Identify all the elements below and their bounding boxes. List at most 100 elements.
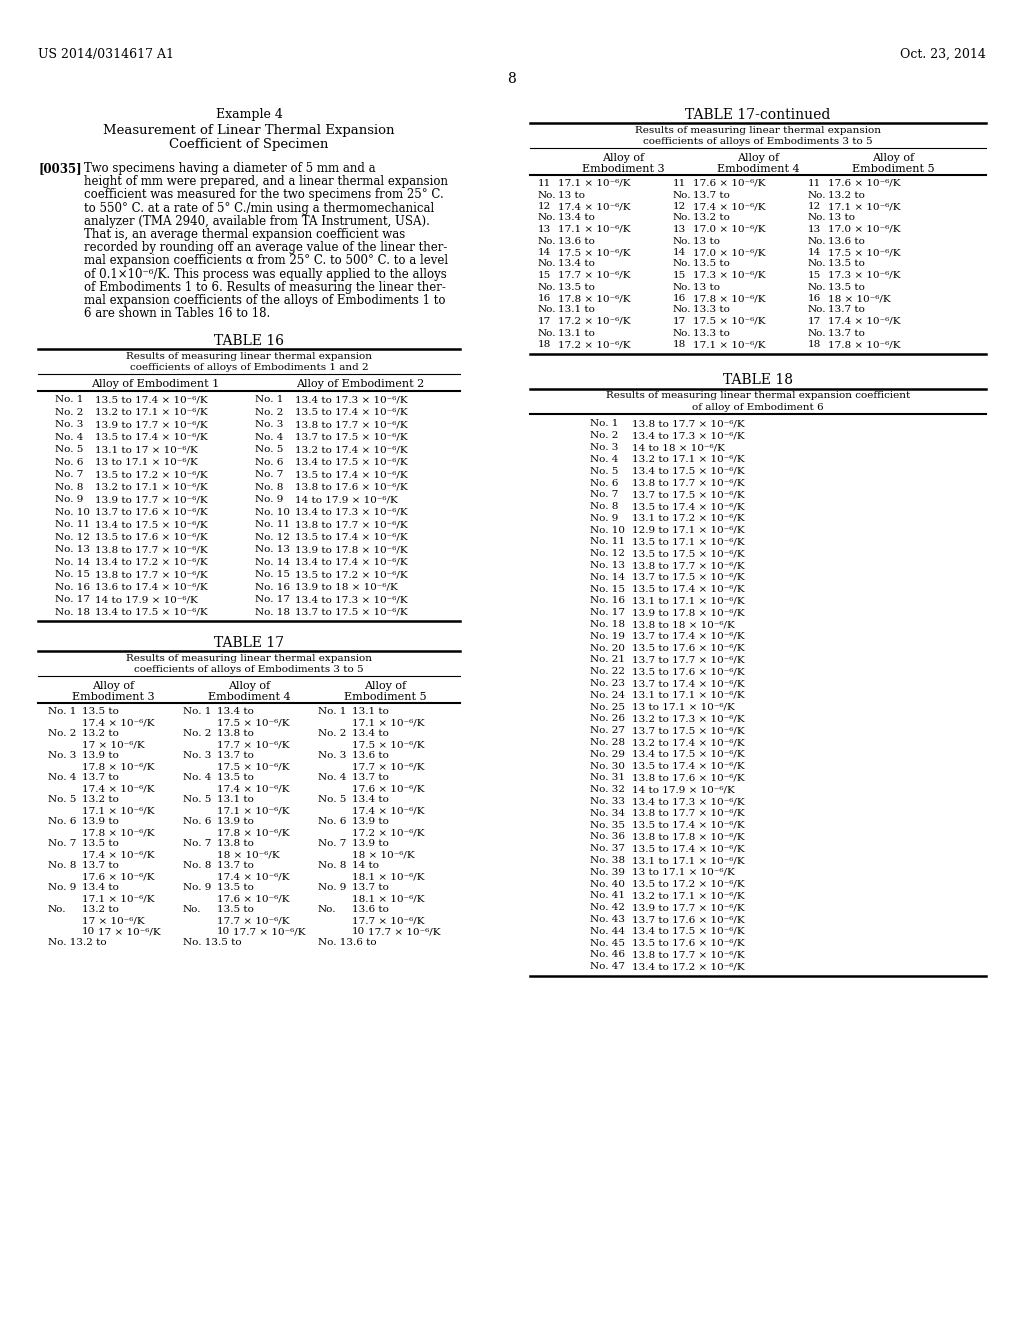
Text: 13.7 to: 13.7 to: [352, 774, 389, 783]
Text: 13.4 to: 13.4 to: [352, 796, 389, 804]
Text: No. 41: No. 41: [590, 891, 625, 900]
Text: 17.4 × 10⁻⁶/K: 17.4 × 10⁻⁶/K: [828, 317, 900, 326]
Text: 13.7 to 17.5 × 10⁻⁶/K: 13.7 to 17.5 × 10⁻⁶/K: [632, 573, 744, 582]
Text: 13.4 to 17.2 × 10⁻⁶/K: 13.4 to 17.2 × 10⁻⁶/K: [95, 558, 208, 566]
Text: 13.4 to: 13.4 to: [558, 214, 595, 223]
Text: coefficients of alloys of Embodiments 3 to 5: coefficients of alloys of Embodiments 3 …: [643, 137, 872, 147]
Text: 13.6 to: 13.6 to: [352, 751, 389, 760]
Text: 13.8 to 17.7 × 10⁻⁶/K: 13.8 to 17.7 × 10⁻⁶/K: [632, 561, 744, 570]
Text: No.: No.: [538, 190, 556, 199]
Text: 13.2 to 17.4 × 10⁻⁶/K: 13.2 to 17.4 × 10⁻⁶/K: [632, 738, 744, 747]
Text: 17.4 × 10⁻⁶/K: 17.4 × 10⁻⁶/K: [82, 850, 155, 859]
Text: No. 6: No. 6: [48, 817, 77, 826]
Text: 8: 8: [508, 73, 516, 86]
Text: 13.1 to 17.2 × 10⁻⁶/K: 13.1 to 17.2 × 10⁻⁶/K: [632, 513, 744, 523]
Text: No. 2: No. 2: [183, 730, 211, 738]
Text: coefficient was measured for the two specimens from 25° C.: coefficient was measured for the two spe…: [84, 189, 443, 202]
Text: 17.5 × 10⁻⁶/K: 17.5 × 10⁻⁶/K: [558, 248, 631, 257]
Text: 10: 10: [217, 928, 230, 936]
Text: 13.4 to 17.4 × 10⁻⁶/K: 13.4 to 17.4 × 10⁻⁶/K: [295, 558, 408, 566]
Text: 17.7 × 10⁻⁶/K: 17.7 × 10⁻⁶/K: [233, 928, 305, 936]
Text: 13.5 to 17.2 × 10⁻⁶/K: 13.5 to 17.2 × 10⁻⁶/K: [295, 570, 408, 579]
Text: recorded by rounding off an average value of the linear ther-: recorded by rounding off an average valu…: [84, 242, 447, 255]
Text: No. 5: No. 5: [55, 445, 83, 454]
Text: No. 8: No. 8: [255, 483, 284, 492]
Text: No. 13: No. 13: [255, 545, 290, 554]
Text: No. 3: No. 3: [318, 751, 346, 760]
Text: No. 8: No. 8: [183, 862, 211, 870]
Text: 6 are shown in Tables 16 to 18.: 6 are shown in Tables 16 to 18.: [84, 308, 270, 321]
Text: No. 18: No. 18: [55, 609, 90, 616]
Text: No.: No.: [538, 236, 556, 246]
Text: No. 27: No. 27: [590, 726, 625, 735]
Text: 13.8 to 17.7 × 10⁻⁶/K: 13.8 to 17.7 × 10⁻⁶/K: [295, 520, 408, 529]
Text: No. 8: No. 8: [48, 862, 77, 870]
Text: 13.3 to: 13.3 to: [693, 305, 730, 314]
Text: 17.8 × 10⁻⁶/K: 17.8 × 10⁻⁶/K: [558, 294, 631, 304]
Text: No. 21: No. 21: [590, 656, 625, 664]
Text: 17.7 × 10⁻⁶/K: 17.7 × 10⁻⁶/K: [352, 763, 425, 771]
Text: 13.5 to: 13.5 to: [828, 282, 865, 292]
Text: 13.5 to 17.6 × 10⁻⁶/K: 13.5 to 17.6 × 10⁻⁶/K: [95, 533, 208, 543]
Text: 17.8 × 10⁻⁶/K: 17.8 × 10⁻⁶/K: [82, 763, 155, 771]
Text: 13.7 to: 13.7 to: [828, 329, 865, 338]
Text: 13.2 to 17.4 × 10⁻⁶/K: 13.2 to 17.4 × 10⁻⁶/K: [295, 445, 408, 454]
Text: No. 16: No. 16: [590, 597, 625, 606]
Text: 17.0 × 10⁻⁶/K: 17.0 × 10⁻⁶/K: [693, 248, 766, 257]
Text: No. 3: No. 3: [48, 751, 77, 760]
Text: 17.5 × 10⁻⁶/K: 17.5 × 10⁻⁶/K: [693, 317, 766, 326]
Text: 13.4 to: 13.4 to: [82, 883, 119, 892]
Text: No. 18: No. 18: [590, 620, 625, 630]
Text: No. 4: No. 4: [318, 774, 346, 783]
Text: 13.4 to: 13.4 to: [558, 260, 595, 268]
Text: 13.4 to 17.5 × 10⁻⁶/K: 13.4 to 17.5 × 10⁻⁶/K: [632, 467, 744, 475]
Text: No. 7: No. 7: [590, 490, 618, 499]
Text: 13 to: 13 to: [693, 282, 720, 292]
Text: 13.8 to: 13.8 to: [217, 730, 254, 738]
Text: No. 3: No. 3: [55, 420, 83, 429]
Text: Results of measuring linear thermal expansion: Results of measuring linear thermal expa…: [126, 352, 372, 362]
Text: No. 8: No. 8: [55, 483, 83, 492]
Text: No. 4: No. 4: [183, 774, 211, 783]
Text: 17.2 × 10⁻⁶/K: 17.2 × 10⁻⁶/K: [352, 829, 425, 837]
Text: No. 5: No. 5: [255, 445, 284, 454]
Text: No.: No.: [318, 906, 337, 915]
Text: No.: No.: [673, 214, 691, 223]
Text: Coefficient of Specimen: Coefficient of Specimen: [169, 139, 329, 150]
Text: of 0.1×10⁻⁶/K. This process was equally applied to the alloys: of 0.1×10⁻⁶/K. This process was equally …: [84, 268, 446, 281]
Text: No. 1: No. 1: [318, 708, 346, 717]
Text: 11: 11: [673, 180, 686, 187]
Text: Embodiment 5: Embodiment 5: [344, 693, 426, 702]
Text: Embodiment 3: Embodiment 3: [582, 164, 665, 174]
Text: 17.8 × 10⁻⁶/K: 17.8 × 10⁻⁶/K: [217, 829, 290, 837]
Text: No. 11: No. 11: [255, 520, 290, 529]
Text: No. 23: No. 23: [590, 678, 625, 688]
Text: 13.6 to 17.4 × 10⁻⁶/K: 13.6 to 17.4 × 10⁻⁶/K: [95, 583, 208, 591]
Text: Alloy of Embodiment 1: Alloy of Embodiment 1: [91, 379, 219, 389]
Text: 13.5 to 17.4 × 10⁻⁶/K: 13.5 to 17.4 × 10⁻⁶/K: [632, 845, 744, 853]
Text: 14: 14: [673, 248, 686, 257]
Text: No. 4: No. 4: [590, 455, 618, 463]
Text: No. 16: No. 16: [55, 583, 90, 591]
Text: 10: 10: [352, 928, 366, 936]
Text: 13.9 to 17.7 × 10⁻⁶/K: 13.9 to 17.7 × 10⁻⁶/K: [95, 420, 208, 429]
Text: 13 to: 13 to: [558, 190, 585, 199]
Text: 13.2 to: 13.2 to: [693, 214, 730, 223]
Text: 13.4 to: 13.4 to: [352, 730, 389, 738]
Text: 13.5 to 17.2 × 10⁻⁶/K: 13.5 to 17.2 × 10⁻⁶/K: [95, 470, 208, 479]
Text: 13.9 to 18 × 10⁻⁶/K: 13.9 to 18 × 10⁻⁶/K: [295, 583, 397, 591]
Text: No. 15: No. 15: [55, 570, 90, 579]
Text: 13.5 to: 13.5 to: [82, 840, 119, 849]
Text: 17.1 × 10⁻⁶/K: 17.1 × 10⁻⁶/K: [828, 202, 900, 211]
Text: 13.8 to 17.8 × 10⁻⁶/K: 13.8 to 17.8 × 10⁻⁶/K: [632, 833, 744, 841]
Text: 18: 18: [538, 341, 551, 348]
Text: 17.6 × 10⁻⁶/K: 17.6 × 10⁻⁶/K: [693, 180, 766, 187]
Text: No. 9: No. 9: [48, 883, 77, 892]
Text: No. 13: No. 13: [55, 545, 90, 554]
Text: 13.7 to: 13.7 to: [693, 190, 730, 199]
Text: Embodiment 5: Embodiment 5: [852, 164, 934, 174]
Text: 13.6 to: 13.6 to: [352, 906, 389, 915]
Text: 14 to 17.9 × 10⁻⁶/K: 14 to 17.9 × 10⁻⁶/K: [632, 785, 735, 795]
Text: No. 10: No. 10: [255, 508, 290, 517]
Text: 13.9 to 17.8 × 10⁻⁶/K: 13.9 to 17.8 × 10⁻⁶/K: [295, 545, 408, 554]
